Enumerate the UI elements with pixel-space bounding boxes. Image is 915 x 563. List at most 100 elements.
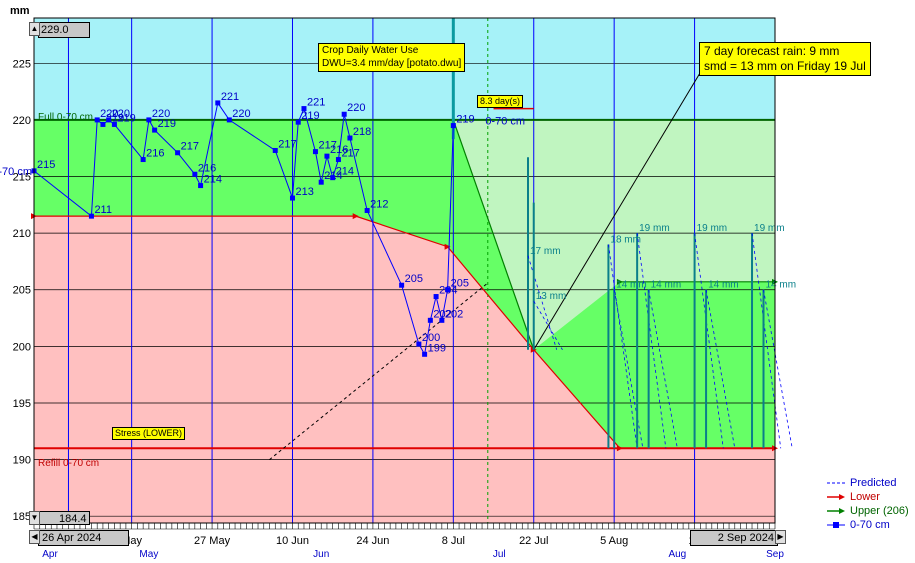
series-point-9 [175, 150, 181, 156]
series-point-23 [341, 111, 347, 117]
legend-upper-label: Upper (206) [850, 505, 909, 517]
series-point-label-27: 200 [422, 332, 440, 344]
forecast-rain-label-5: 14 mm [651, 280, 682, 291]
series-point-27 [416, 341, 422, 347]
series-point-label-18: 217 [318, 140, 336, 152]
series-point-30 [433, 294, 439, 300]
series-point-7 [146, 117, 152, 123]
end-date-spinner[interactable]: ▶ [775, 530, 786, 544]
legend-item-lower: Lower [826, 490, 909, 504]
x-tick-label-2024-05-27: 27 May [194, 535, 231, 547]
full-label: Full 0-70 cm [38, 112, 93, 123]
predicted-drawdown-9 [763, 289, 793, 449]
legend-lower-label: Lower [850, 491, 880, 503]
series-point-16 [295, 119, 301, 125]
threshold-lines [31, 18, 778, 460]
series-point-6 [140, 157, 146, 163]
series-point-label-28: 199 [428, 342, 446, 354]
month-label-May: May [139, 549, 158, 560]
series-point-label-4: 220 [112, 108, 130, 120]
predicted-drawdown-2 [608, 244, 638, 449]
y-tick-label-195: 195 [13, 398, 31, 410]
x-tick-label-2024-07-22: 22 Jul [519, 535, 548, 547]
series-point-label-15: 213 [295, 186, 313, 198]
start-date-input[interactable]: 26 Apr 2024 [38, 530, 129, 546]
y-tick-label-220: 220 [13, 115, 31, 127]
x-tick-label-2024-07-08: 8 Jul [442, 535, 465, 547]
y-tick-label-185: 185 [13, 511, 31, 523]
series-point-19 [318, 179, 324, 185]
series-point-22 [335, 157, 341, 163]
x-tick-label-2024-06-10: 10 Jun [276, 535, 309, 547]
forecast-rain-label-8: 19 mm [754, 223, 785, 234]
series-point-4 [106, 117, 112, 123]
legend-item-predicted: Predicted [826, 476, 909, 490]
series-point-33 [450, 123, 456, 129]
series-point-label-17: 221 [307, 97, 325, 109]
series-point-label-11: 214 [204, 174, 222, 186]
series-point-21 [330, 175, 336, 181]
month-label-Sep: Sep [766, 549, 784, 560]
series-point-13 [226, 117, 232, 123]
stress-lower-line [34, 215, 775, 449]
start-date-spinner[interactable]: ◀ [29, 530, 40, 544]
series-0-70cm: 2152112202192202192162202192172162142212… [0, 91, 525, 357]
series-point-label-16: 219 [301, 110, 319, 122]
series-point-label-2: 220 [100, 108, 118, 120]
y-tick-label-215: 215 [13, 172, 31, 184]
forecast-rain-label-7: 14 mm [708, 280, 739, 291]
series-point-2 [94, 117, 100, 123]
series-point-label-25: 212 [370, 198, 388, 210]
series-point-label-21: 214 [336, 166, 354, 178]
series-point-32 [445, 287, 451, 293]
upper-marker-0 [616, 278, 623, 285]
series-start-label: 0-70 cm [0, 166, 32, 178]
series-point-label-7: 220 [152, 108, 170, 120]
y-unit-label: mm [10, 5, 30, 17]
series-end-label: 0-70 cm [485, 116, 525, 128]
legend-predicted-label: Predicted [850, 477, 897, 489]
series-point-label-24: 218 [353, 126, 371, 138]
legend-lower-symbol [826, 492, 846, 502]
y-tick-label-225: 225 [13, 58, 31, 70]
refill-label: Refill 0-70 cm [38, 458, 99, 469]
series-point-10 [192, 171, 198, 177]
series-point-26 [399, 282, 405, 288]
forecast-rain-label-1: 13 mm [536, 291, 567, 302]
series-point-label-22: 217 [341, 148, 359, 160]
forecast-smd-text: smd = 13 mm on Friday 19 Jul [704, 59, 866, 73]
series-point-5 [111, 121, 117, 127]
series-point-24 [347, 135, 353, 141]
dwu-title: Crop Daily Water Use [322, 45, 419, 56]
y-min-input[interactable]: 184.4 [38, 511, 90, 525]
forecast-rain-text: 7 day forecast rain: 9 mm [704, 44, 840, 58]
predicted-drawdown-7 [705, 289, 736, 449]
y-max-spinner[interactable]: ▲ [29, 22, 40, 36]
series-point-label-13: 220 [232, 108, 250, 120]
forecast-annotation: 7 day forecast rain: 9 mm smd = 13 mm on … [699, 42, 871, 76]
series-point-label-10: 216 [198, 162, 216, 174]
series-point-8 [152, 127, 158, 133]
legend-upper-symbol [826, 506, 846, 516]
legend-predicted-symbol [826, 478, 846, 488]
series-point-31 [439, 317, 445, 323]
legend-item-upper: Upper (206) [826, 504, 909, 518]
forecast-upper-edge [452, 119, 535, 350]
y-min-spinner[interactable]: ▼ [29, 511, 40, 525]
series-point-3 [100, 121, 106, 127]
legend-series-symbol [826, 520, 846, 530]
y-max-input[interactable]: 229.0 [38, 22, 90, 38]
series-point-14 [272, 147, 278, 153]
x-tick-label-2024-06-24: 24 Jun [356, 535, 389, 547]
series-point-label-14: 217 [278, 138, 296, 150]
forecast-rain-label-2: 18 mm [610, 234, 641, 245]
month-label-Aug: Aug [668, 549, 686, 560]
series-point-28 [422, 351, 428, 357]
series-point-1 [88, 213, 94, 219]
end-date-input[interactable]: 2 Sep 2024 [690, 530, 778, 546]
series-point-label-26: 205 [405, 273, 423, 285]
legend-item-series: 0-70 cm [826, 518, 909, 532]
forecast-rain: 17 mm 13 mm 18 mm 14 mm 19 mm 14 mm 19 mm 14 mm… [527, 157, 796, 449]
y-tick-label-190: 190 [13, 455, 31, 467]
